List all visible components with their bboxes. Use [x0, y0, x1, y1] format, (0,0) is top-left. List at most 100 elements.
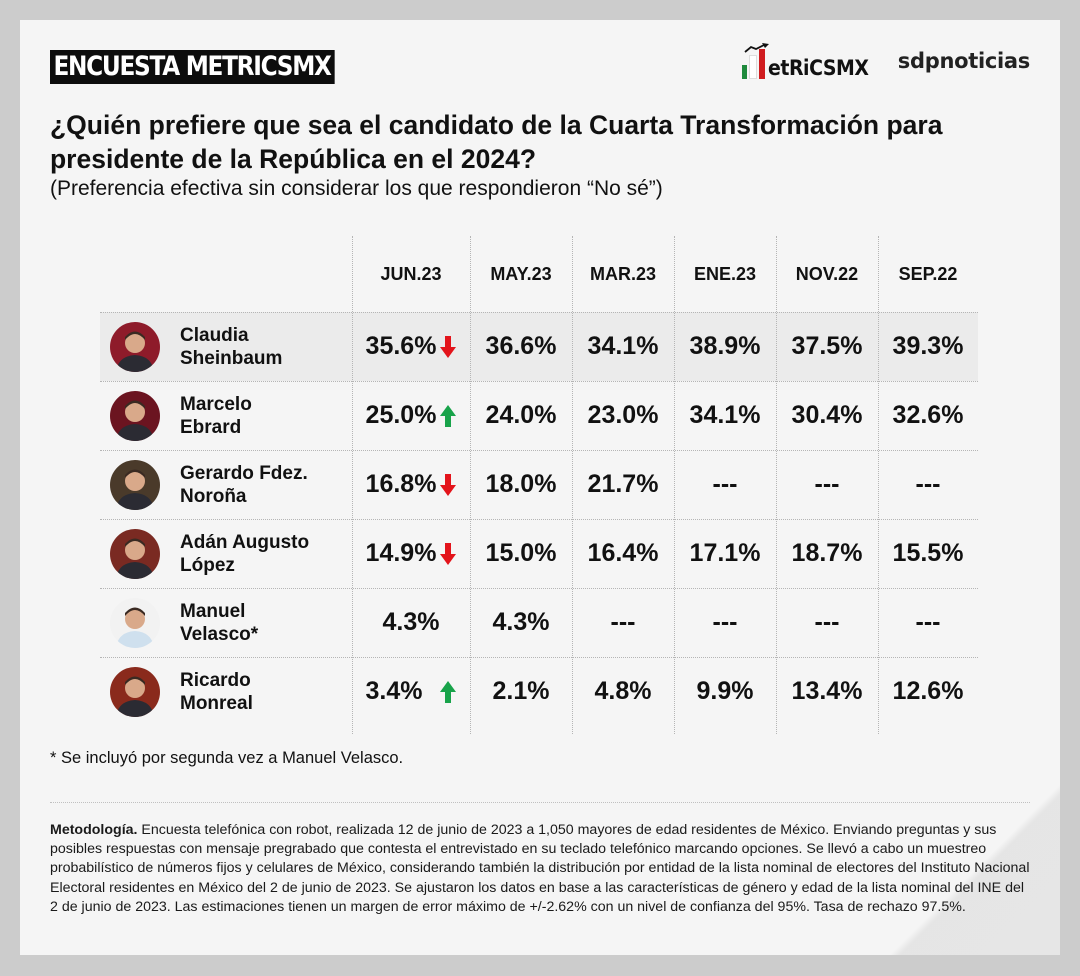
value-text: 21.7% [587, 470, 659, 498]
value-cell: --- [674, 450, 776, 519]
infographic-card: ENCUESTA METRICSMX etRiCSMX sdpnoticias … [20, 20, 1060, 955]
value-cell: 21.7% [572, 450, 674, 519]
table-body: Claudia Sheinbaum 35.6% 36.6% 34.1% 38.9% 37.5… [100, 312, 978, 726]
value-cell: 16.8% [352, 450, 470, 519]
column-header: MAY.23 [490, 263, 552, 284]
value-text: 37.5% [791, 332, 863, 360]
value-text: --- [915, 608, 941, 636]
value-cell: --- [878, 450, 978, 519]
candidate-avatar [110, 598, 160, 648]
row-divider [100, 312, 978, 313]
candidate-name: Ricardo Monreal [180, 657, 253, 726]
value-text: 35.6% [365, 332, 437, 360]
chart-title: ¿Quién prefiere que sea el candidato de … [50, 110, 943, 174]
value-cell: 34.1% [674, 381, 776, 450]
value-text: 30.4% [791, 401, 863, 429]
candidate-name-line2: Ebrard [180, 416, 242, 438]
methodology-body: Encuesta telefónica con robot, realizada… [50, 822, 1030, 915]
value-cell: 15.5% [878, 519, 978, 588]
value-text: 15.5% [892, 539, 964, 567]
value-cell: 34.1% [572, 312, 674, 381]
value-cell: 32.6% [878, 381, 978, 450]
value-text: 9.9% [696, 677, 754, 705]
candidate-avatar [110, 460, 160, 510]
value-cell: 13.4% [776, 657, 878, 726]
column-header: ENE.23 [693, 263, 757, 284]
value-text: 32.6% [892, 401, 964, 429]
footnote: * Se incluyó por segunda vez a Manuel Ve… [50, 749, 404, 767]
value-text: 25.0% [365, 401, 437, 429]
value-text: 14.9% [365, 539, 437, 567]
value-cell: 4.3% [352, 588, 470, 657]
candidate-name: Manuel Velasco* [180, 588, 258, 657]
brand-logos: etRiCSMX sdpnoticias [742, 40, 1030, 82]
value-cell: 3.4% [352, 657, 470, 726]
value-cell: 17.1% [674, 519, 776, 588]
value-text: 34.1% [587, 332, 659, 360]
value-text: 39.3% [892, 332, 964, 360]
methodology-label: Metodología. [50, 822, 138, 838]
column-divider [674, 236, 675, 734]
up-arrow-icon [440, 680, 457, 703]
value-text: 16.4% [587, 539, 659, 567]
value-cell: 14.9% [352, 519, 470, 588]
column-divider [776, 236, 777, 734]
column-divider [878, 236, 879, 734]
value-cell: --- [572, 588, 674, 657]
candidate-name-line1: Claudia [180, 324, 249, 346]
value-cell: 39.3% [878, 312, 978, 381]
candidate-name-line2: Sheinbaum [180, 347, 283, 369]
value-cell: 36.6% [470, 312, 572, 381]
person-photo-icon [116, 469, 154, 510]
survey-badge: ENCUESTA METRICSMX [50, 50, 335, 84]
sdpnoticias-logo: sdpnoticias [897, 49, 1031, 73]
footnote-divider [50, 802, 1030, 803]
candidate-name-line2: López [180, 554, 235, 576]
down-arrow-icon [440, 542, 457, 565]
candidate-avatar [110, 529, 160, 579]
value-cell: 9.9% [674, 657, 776, 726]
value-text: 16.8% [365, 470, 437, 498]
value-text: --- [814, 608, 840, 636]
value-cell: 18.0% [470, 450, 572, 519]
candidate-name-line1: Marcelo [180, 393, 252, 415]
metricsmx-wordmark: etRiCSMX [768, 56, 869, 80]
metricsmx-logo: etRiCSMX [742, 43, 880, 79]
value-cell: 16.4% [572, 519, 674, 588]
poll-table: JUN.23 MAY.23 MAR.23 ENE.23 NOV.22 SEP.22 Cla… [100, 236, 978, 734]
table-row: Ricardo Monreal 3.4% 2.1% 4.8% 9.9% 13.4% 12.6% [100, 657, 978, 726]
row-divider [100, 588, 978, 589]
value-text: 18.7% [791, 539, 863, 567]
value-text: 17.1% [689, 539, 761, 567]
value-text: 13.4% [791, 677, 863, 705]
value-cell: 18.7% [776, 519, 878, 588]
value-text: 2.1% [492, 677, 550, 705]
column-header: SEP.22 [898, 263, 958, 284]
value-cell: 38.9% [674, 312, 776, 381]
value-text: 15.0% [485, 539, 557, 567]
column-divider [352, 236, 353, 734]
candidate-name-line1: Manuel [180, 600, 246, 622]
value-text: --- [712, 470, 738, 498]
person-photo-icon [116, 676, 154, 717]
table-row: Adán Augusto López 14.9% 15.0% 16.4% 17.1% 18.… [100, 519, 978, 588]
value-cell: 4.8% [572, 657, 674, 726]
value-text: 38.9% [689, 332, 761, 360]
value-text: --- [814, 470, 840, 498]
value-cell: 35.6% [352, 312, 470, 381]
up-arrow-icon [440, 404, 457, 427]
value-cell: 2.1% [470, 657, 572, 726]
value-cell: 30.4% [776, 381, 878, 450]
candidate-name-line2: Noroña [180, 485, 247, 507]
table-row: Marcelo Ebrard 25.0% 24.0% 23.0% 34.1% 30.4% 32… [100, 381, 978, 450]
candidate-name-line1: Ricardo [180, 669, 251, 691]
value-text: 12.6% [892, 677, 964, 705]
candidate-name: Marcelo Ebrard [180, 381, 252, 450]
value-cell: 37.5% [776, 312, 878, 381]
down-arrow-icon [440, 335, 457, 358]
table-header: JUN.23 MAY.23 MAR.23 ENE.23 NOV.22 SEP.22 [100, 236, 978, 312]
candidate-avatar [110, 667, 160, 717]
candidate-name: Adán Augusto López [180, 519, 309, 588]
row-divider [100, 519, 978, 520]
value-cell: --- [674, 588, 776, 657]
